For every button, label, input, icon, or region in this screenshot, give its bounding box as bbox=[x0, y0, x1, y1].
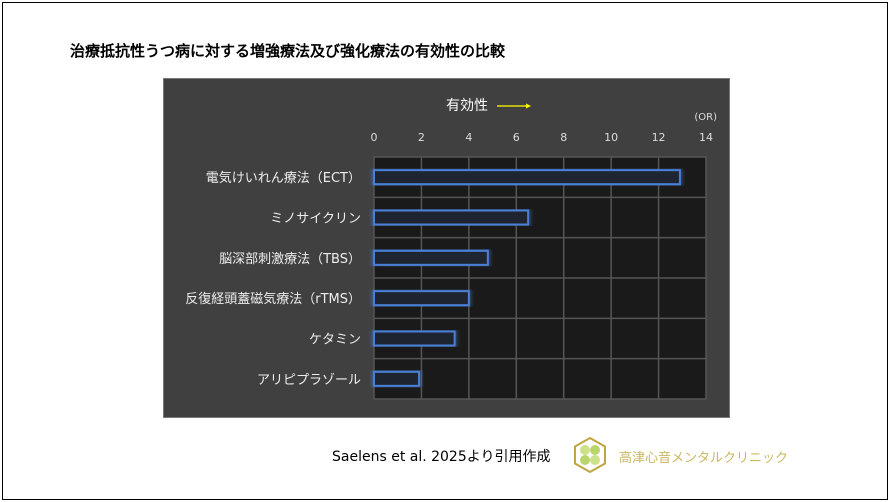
category-label: 反復経頭蓋磁気療法（rTMS） bbox=[185, 291, 361, 307]
category-label: 脳深部刺激療法（TBS） bbox=[219, 252, 361, 267]
category-label: ケタミン bbox=[309, 333, 361, 348]
bar bbox=[373, 290, 470, 307]
chart-panel: 0 2 4 6 8 10 12 14 電気けいれん療法（ECT） ミノサイクリン脳深部刺激療法（T… bbox=[163, 78, 730, 418]
bar bbox=[373, 209, 530, 226]
x-tick-label: 2 bbox=[418, 131, 425, 144]
unit-label: (OR) bbox=[694, 112, 717, 123]
x-tick-label: 14 bbox=[699, 131, 713, 144]
x-tick-label: 12 bbox=[652, 131, 666, 144]
slide-title: 治療抵抗性うつ病に対する増強療法及び強化療法の有効性の比較 bbox=[70, 42, 506, 60]
category-label: アリピプラゾール bbox=[257, 373, 361, 388]
clinic-name: 高津心音メンタルクリニック bbox=[619, 451, 789, 466]
x-tick-label: 8 bbox=[560, 131, 567, 144]
x-tick-label: 10 bbox=[604, 131, 618, 144]
citation: Saelens et al. 2025より引用作成 bbox=[332, 449, 551, 465]
arrow-head-icon bbox=[526, 103, 531, 109]
category-label: ミノサイクリン bbox=[270, 212, 361, 227]
clinic-logo-icon bbox=[574, 437, 606, 473]
bar bbox=[373, 370, 421, 387]
x-tick-label: 4 bbox=[465, 131, 472, 144]
x-tick-label: 6 bbox=[513, 131, 520, 144]
x-tick-label: 0 bbox=[371, 131, 378, 144]
bar bbox=[373, 249, 489, 266]
bar bbox=[373, 330, 456, 347]
bar-chart: 0 2 4 6 8 10 12 14 電気けいれん療法（ECT） ミノサイクリン脳深部刺激療法（T… bbox=[185, 98, 717, 400]
bar bbox=[373, 169, 681, 186]
chart-title: 有効性 bbox=[446, 98, 488, 114]
category-label: 電気けいれん療法（ECT） bbox=[206, 170, 361, 186]
